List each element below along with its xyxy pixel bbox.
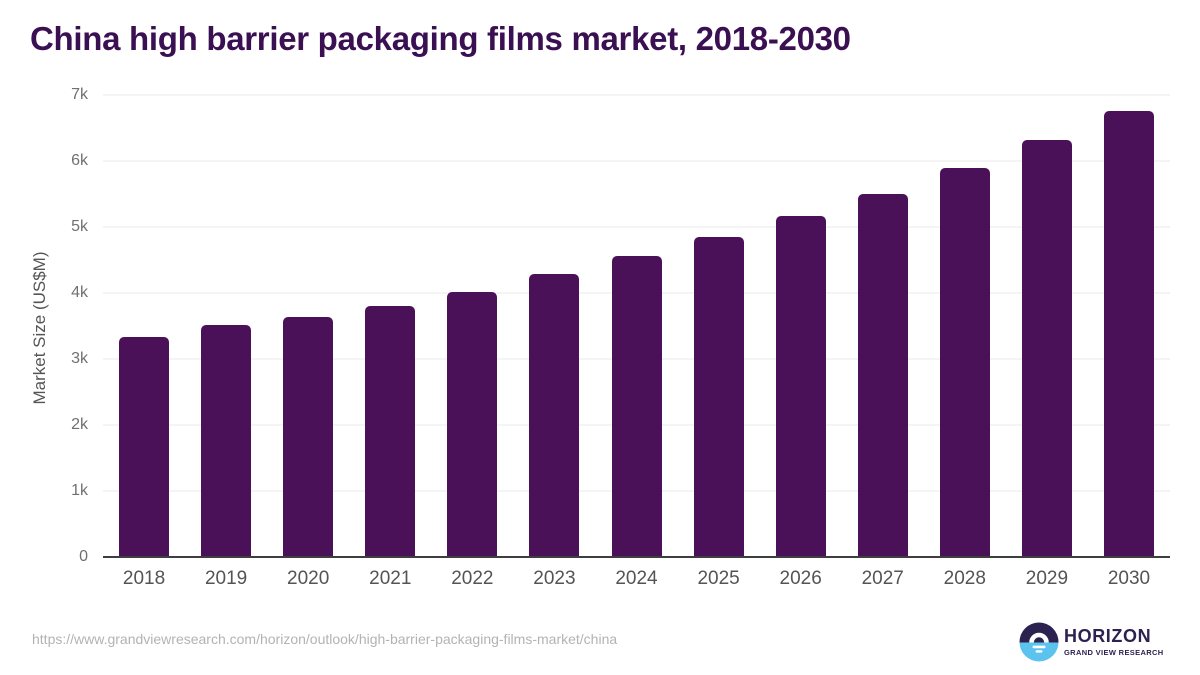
bar-2020[interactable]: [283, 316, 334, 557]
bar-2030[interactable]: [1103, 110, 1154, 557]
plot-area: [103, 94, 1170, 558]
x-tick-label-2018: 2018: [122, 568, 166, 589]
bar-2025[interactable]: [693, 236, 744, 557]
horizon-sunrise-icon: [1019, 622, 1059, 662]
logo-text: HORIZON GRAND VIEW RESEARCH: [1064, 626, 1164, 657]
x-tick-label-2026: 2026: [779, 568, 822, 589]
bar-2029[interactable]: [1021, 139, 1072, 557]
logo-brand-name: HORIZON: [1064, 626, 1152, 647]
y-tick-label-6k: 6k: [71, 152, 88, 169]
horizon-logo: HORIZON GRAND VIEW RESEARCH: [1019, 622, 1164, 662]
y-tick-label-7k: 7k: [71, 86, 88, 103]
bar-slot-2025: [678, 95, 760, 557]
x-tick-label-2028: 2028: [943, 568, 986, 589]
bar-series: [103, 95, 1170, 557]
bar-slot-2030: [1088, 95, 1170, 557]
bar-slot-2026: [760, 95, 842, 557]
x-axis-line: [103, 556, 1170, 558]
y-axis-tick-labels: 0 1k 2k 3k 4k 5k 6k 7k: [0, 87, 88, 565]
y-tick-label-1k: 1k: [71, 482, 88, 499]
bar-slot-2022: [431, 95, 513, 557]
bar-2018[interactable]: [119, 336, 170, 557]
x-axis-tick-labels: 2018 2019 2020 2021 2022 2023 2024 2025 2026 2027…: [103, 568, 1170, 590]
y-tick-label-4k: 4k: [71, 284, 88, 301]
chart-title: China high barrier packaging films marke…: [30, 20, 851, 57]
x-tick-label-2023: 2023: [533, 568, 576, 589]
bar-slot-2021: [349, 95, 431, 557]
bar-slot-2027: [842, 95, 924, 557]
bar-slot-2018: [103, 95, 185, 557]
x-tick-label-2024: 2024: [615, 568, 658, 589]
bar-slot-2023: [513, 95, 595, 557]
bar-2027[interactable]: [857, 194, 908, 557]
bar-2028[interactable]: [939, 168, 990, 557]
x-tick-label-2029: 2029: [1025, 568, 1069, 589]
bar-slot-2028: [924, 95, 1006, 557]
logo-tagline: GRAND VIEW RESEARCH: [1064, 647, 1164, 657]
bar-slot-2024: [595, 95, 677, 557]
x-tick-label-2030: 2030: [1107, 568, 1151, 589]
bar-slot-2019: [185, 95, 267, 557]
bar-slot-2020: [267, 95, 349, 557]
y-tick-label-0: 0: [79, 548, 88, 565]
x-tick-label-2020: 2020: [287, 568, 330, 589]
x-tick-label-2025: 2025: [697, 568, 740, 589]
source-url: https://www.grandviewresearch.com/horizo…: [32, 631, 618, 647]
x-tick-label-2021: 2021: [369, 568, 412, 589]
y-tick-label-3k: 3k: [71, 350, 88, 367]
bar-2021[interactable]: [365, 306, 416, 557]
bar-2026[interactable]: [775, 215, 826, 557]
x-tick-label-2027: 2027: [861, 568, 904, 589]
gridline-5k: [103, 226, 1170, 228]
gridline-6k: [103, 160, 1170, 162]
y-tick-label-2k: 2k: [71, 416, 88, 433]
bar-slot-2029: [1006, 95, 1088, 557]
y-tick-label-5k: 5k: [71, 218, 88, 235]
x-tick-label-2022: 2022: [451, 568, 494, 589]
bar-2024[interactable]: [611, 256, 662, 557]
gridline-7k: [103, 94, 1170, 96]
bar-2019[interactable]: [201, 325, 252, 557]
bar-2023[interactable]: [529, 273, 580, 557]
x-tick-label-2019: 2019: [204, 568, 248, 589]
bar-2022[interactable]: [447, 291, 498, 557]
